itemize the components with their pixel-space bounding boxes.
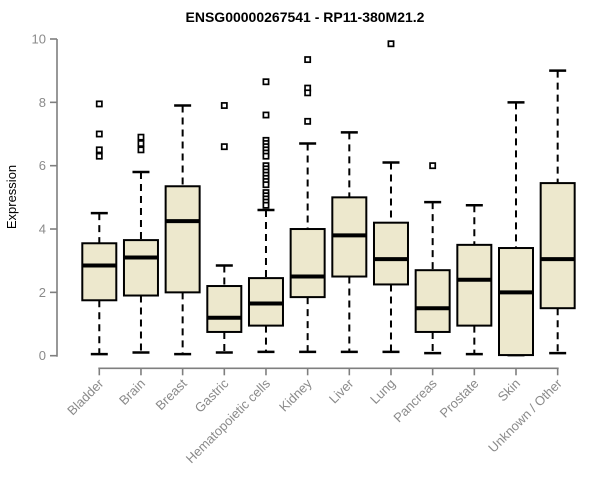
box-prostate	[456, 204, 493, 356]
y-axis-label: Expression	[4, 165, 19, 229]
outlier-point	[95, 152, 103, 160]
y-tick-label: 0	[39, 348, 46, 363]
chart-title: ENSG00000267541 - RP11-380M21.2	[186, 9, 425, 25]
iqr-box	[498, 247, 534, 357]
x-category-label: Pancreas	[390, 375, 440, 425]
boxes-layer	[81, 40, 576, 357]
iqr-box	[456, 243, 493, 327]
x-category-label: Prostate	[437, 376, 482, 421]
outlier-point	[262, 152, 270, 160]
x-category-label: Kidney	[276, 375, 315, 414]
outlier-point	[262, 201, 270, 209]
outlier-point	[262, 181, 270, 189]
y-tick-label: 4	[39, 222, 46, 237]
iqr-box	[372, 221, 409, 286]
box-pancreas	[414, 162, 451, 355]
x-category-label: Gastric	[192, 375, 232, 415]
x-category-label: Unknown / Other	[485, 375, 565, 455]
outlier-point	[137, 140, 145, 147]
outlier-point	[429, 162, 437, 170]
iqr-box	[414, 269, 451, 333]
box-breast	[164, 104, 201, 356]
outlier-point	[262, 78, 270, 86]
outlier-point	[387, 40, 395, 48]
x-category-label: Lung	[367, 376, 398, 407]
box-lung	[372, 40, 409, 354]
iqr-box	[122, 239, 159, 297]
outlier-point	[95, 130, 103, 138]
x-category-label: Bladder	[64, 375, 107, 418]
outlier-point	[95, 100, 103, 108]
iqr-box	[206, 285, 243, 333]
x-category-label: Brain	[116, 376, 148, 408]
box-liver	[331, 131, 368, 354]
outlier-point	[304, 117, 312, 125]
outlier-point	[95, 146, 103, 154]
x-category-label: Skin	[495, 376, 523, 404]
box-gastric	[206, 102, 243, 354]
outlier-point	[137, 133, 145, 141]
y-tick-label: 2	[39, 285, 46, 300]
iqr-box	[289, 228, 326, 299]
y-tick-label: 10	[32, 32, 46, 47]
box-unknown-other	[539, 69, 576, 355]
iqr-box	[164, 185, 201, 294]
box-brain	[122, 133, 159, 354]
box-skin	[498, 101, 534, 357]
iqr-box	[81, 242, 118, 302]
outlier-point	[137, 146, 145, 154]
x-category-label: Breast	[153, 376, 190, 413]
outlier-point	[262, 111, 270, 119]
y-tick-label: 8	[39, 95, 46, 110]
y-tick-label: 6	[39, 158, 46, 173]
outlier-point	[304, 56, 312, 64]
box-kidney	[289, 56, 326, 354]
iqr-box	[539, 182, 576, 310]
x-category-label: Liver	[326, 375, 357, 406]
box-bladder	[81, 100, 118, 356]
outlier-point	[220, 143, 228, 151]
outlier-point	[220, 102, 228, 109]
outlier-point	[304, 89, 312, 97]
box-hematopoietic-cells	[247, 78, 284, 354]
